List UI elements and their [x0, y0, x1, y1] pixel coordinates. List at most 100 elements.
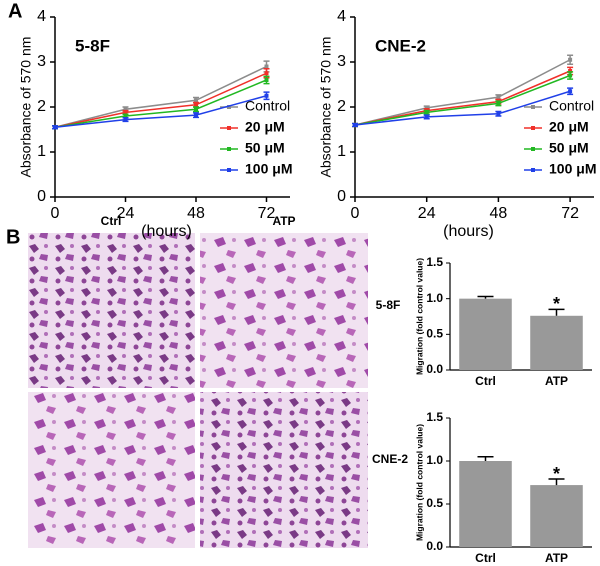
marker — [194, 113, 198, 118]
y-tick-label: 2 — [337, 98, 346, 115]
marker — [496, 111, 501, 116]
marker — [194, 98, 198, 103]
series-line — [354, 59, 571, 126]
marker — [353, 123, 357, 127]
marker — [123, 117, 128, 122]
bar — [530, 315, 583, 370]
y-tick-label: 0.0 — [426, 539, 443, 553]
marker — [264, 71, 269, 76]
micrograph — [200, 392, 368, 548]
y-tick-label: 1.5 — [426, 410, 443, 424]
panel-label: A — [8, 0, 22, 22]
x-tick-label: 0 — [351, 205, 360, 222]
marker — [194, 102, 198, 107]
y-tick-label: 0.0 — [426, 362, 443, 376]
image-row-label: CNE-2 — [372, 452, 408, 466]
legend-marker — [227, 105, 231, 109]
y-tick-label: 1.0 — [426, 453, 443, 467]
y-tick-label: 1.5 — [426, 255, 443, 269]
legend-label: 100 μM — [245, 161, 292, 177]
x-tick-label: ATP — [545, 374, 568, 388]
series-line — [54, 65, 267, 128]
image-column-label: Ctrl — [101, 214, 122, 228]
bar — [459, 461, 512, 547]
x-tick-label: ATP — [545, 551, 568, 565]
legend-label: Control — [549, 98, 594, 114]
y-tick-label: 3 — [37, 53, 46, 70]
y-tick-label: 1 — [337, 143, 346, 160]
y-tick-label: 1 — [37, 143, 46, 160]
x-tick-label: 24 — [117, 205, 135, 222]
marker — [568, 73, 573, 78]
legend-marker — [531, 126, 535, 130]
marker — [496, 95, 501, 100]
legend-label: 20 μM — [549, 119, 589, 135]
legend-label: 100 μM — [549, 161, 596, 177]
x-tick-label: Ctrl — [475, 374, 496, 388]
y-tick-label: 0.5 — [426, 496, 443, 510]
legend-marker — [227, 147, 231, 151]
y-axis-label: Absorbance of 570 nm — [18, 37, 34, 178]
y-axis-label: Absorbance of 570 nm — [318, 37, 334, 178]
y-tick-label: 3 — [337, 53, 346, 70]
x-axis-label: (hours) — [141, 223, 192, 240]
error-bar — [548, 308, 565, 316]
y-tick-label: 0 — [337, 188, 346, 205]
error-bar — [477, 455, 494, 461]
bar — [459, 298, 512, 370]
micrograph — [28, 392, 195, 548]
marker — [53, 125, 57, 130]
legend-marker — [227, 168, 231, 172]
x-axis-label: (hours) — [443, 223, 494, 240]
error-bar — [477, 295, 494, 299]
series-line — [54, 95, 267, 128]
series-line — [54, 79, 267, 128]
image-column-label: ATP — [272, 214, 295, 228]
chart-title: 5-8F — [75, 36, 110, 55]
panel-label: B — [6, 226, 20, 248]
series-line — [54, 72, 267, 128]
marker — [424, 105, 429, 110]
y-tick-label: 0 — [37, 188, 46, 205]
series-line — [354, 70, 571, 126]
marker — [123, 110, 128, 115]
marker — [194, 107, 198, 112]
marker — [568, 89, 573, 94]
annotation: * — [553, 464, 560, 484]
legend-label: 50 μM — [245, 140, 285, 156]
micrograph — [200, 233, 368, 388]
marker — [123, 107, 128, 112]
x-tick-label: 24 — [418, 205, 436, 222]
x-tick-label: 72 — [561, 205, 579, 222]
annotation: * — [553, 294, 560, 314]
x-tick-label: Ctrl — [475, 551, 496, 565]
x-tick-label: 72 — [258, 205, 276, 222]
legend-marker — [531, 147, 535, 151]
marker — [264, 64, 269, 69]
y-axis-label: Migration (fold control value) — [414, 424, 424, 541]
y-axis-label: Migration (fold control value) — [414, 258, 424, 375]
marker — [424, 114, 429, 119]
series-line — [354, 90, 571, 126]
marker — [264, 93, 269, 98]
legend-label: 50 μM — [549, 140, 589, 156]
y-tick-label: 2 — [37, 98, 46, 115]
y-tick-label: 4 — [337, 8, 346, 25]
legend-marker — [531, 105, 535, 109]
marker — [123, 114, 128, 118]
bar — [530, 485, 583, 547]
marker — [496, 101, 501, 106]
y-tick-label: 0.5 — [426, 327, 443, 341]
marker — [568, 69, 573, 73]
legend-label: 20 μM — [245, 119, 285, 135]
legend-marker — [531, 168, 535, 172]
x-tick-label: 48 — [490, 205, 508, 222]
chart-title: CNE-2 — [375, 36, 426, 55]
y-tick-label: 4 — [37, 8, 46, 25]
legend-marker — [227, 126, 231, 130]
x-tick-label: 0 — [51, 205, 60, 222]
marker — [424, 110, 429, 115]
micrograph — [28, 233, 195, 388]
image-row-label: 5-8F — [376, 298, 401, 312]
